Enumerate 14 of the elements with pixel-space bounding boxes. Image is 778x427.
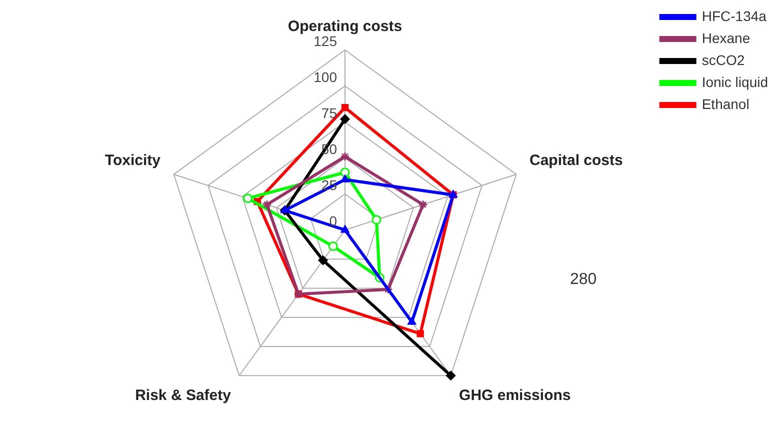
- spoke-label: Operating costs: [288, 18, 402, 36]
- text: 280: [570, 271, 597, 288]
- spoke-label: GHG emissions: [459, 387, 571, 404]
- legend-label: Ionic liquid: [702, 74, 768, 90]
- legend-label: Hexane: [702, 30, 750, 46]
- legend-label: Ethanol: [702, 96, 750, 112]
- spoke-label: Toxicity: [104, 152, 162, 170]
- y-tick-label: 125: [314, 32, 338, 49]
- legend-label: HFC-134a: [702, 8, 767, 24]
- legend-label: scCO2: [702, 52, 745, 68]
- y-tick-label: 75: [321, 104, 338, 121]
- y-tick-label: 100: [314, 68, 338, 85]
- spoke-label: Capital costs: [530, 152, 623, 170]
- spoke-label: Risk & Safety: [135, 387, 232, 404]
